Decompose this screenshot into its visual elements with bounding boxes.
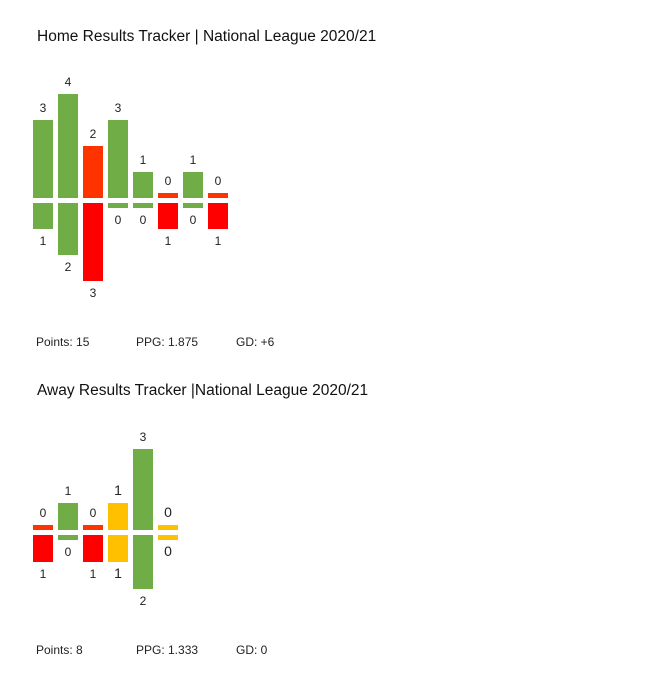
away-goals-against-label-5: 2 (140, 594, 147, 608)
home-goals-for-bar-4 (108, 120, 128, 198)
away-goals-against-bar-5 (133, 535, 153, 589)
home-goals-against-bar-2 (58, 203, 78, 255)
home-goals-for-bar-7 (183, 172, 203, 198)
home-goals-against-bar-4 (108, 203, 128, 208)
away-goals-for-bar-1 (33, 525, 53, 530)
away-points: Points: 8 (36, 643, 83, 657)
home-goals-for-bar-2 (58, 94, 78, 198)
home-goals-against-label-8: 1 (215, 234, 222, 248)
home-goals-against-bar-5 (133, 203, 153, 208)
home-goals-against-label-4: 0 (115, 213, 122, 227)
away-goals-for-label-6: 0 (164, 504, 172, 520)
home-goals-against-bar-8 (208, 203, 228, 229)
home-goals-against-bar-6 (158, 203, 178, 229)
home-goals-for-label-2: 4 (65, 75, 72, 89)
home-goals-for-bar-5 (133, 172, 153, 198)
away-goals-against-bar-3 (83, 535, 103, 562)
away-goals-for-bar-6 (158, 525, 178, 530)
home-goals-against-label-1: 1 (40, 234, 47, 248)
away-ppg: PPG: 1.333 (136, 643, 199, 657)
away-goals-for-label-1: 0 (40, 506, 47, 520)
away-goals-for-bar-2 (58, 503, 78, 530)
away-goals-for-bar-3 (83, 525, 103, 530)
away-goals-for-label-4: 1 (114, 482, 122, 498)
home-goals-against-label-2: 2 (65, 260, 72, 274)
home-points: Points: 15 (36, 335, 90, 349)
home-goals-for-label-8: 0 (215, 174, 222, 188)
home-goals-against-label-3: 3 (90, 286, 97, 300)
home-goals-for-label-7: 1 (190, 153, 197, 167)
away-goals-against-label-4: 1 (114, 565, 122, 581)
home-goals-for-label-3: 2 (90, 127, 97, 141)
away-goals-against-label-6: 0 (164, 543, 172, 559)
away-goals-against-label-2: 0 (65, 545, 72, 559)
away-goals-against-label-1: 1 (40, 567, 47, 581)
away-gd: GD: 0 (236, 643, 268, 657)
home-chart-title: Home Results Tracker | National League 2… (37, 28, 377, 45)
home-goals-for-bar-6 (158, 193, 178, 198)
home-goals-against-label-5: 0 (140, 213, 147, 227)
away-results-chart: 0 1 1 0 0 1 1 1 3 2 0 0 (33, 430, 178, 608)
away-goals-for-bar-4 (108, 503, 128, 530)
home-goals-for-bar-3 (83, 146, 103, 198)
home-goals-for-bar-1 (33, 120, 53, 198)
home-goals-against-label-7: 0 (190, 213, 197, 227)
away-goals-against-bar-4 (108, 535, 128, 562)
away-goals-against-bar-2 (58, 535, 78, 540)
away-goals-for-label-5: 3 (140, 430, 147, 444)
home-goals-for-bar-8 (208, 193, 228, 198)
away-goals-for-label-2: 1 (65, 484, 72, 498)
home-ppg: PPG: 1.875 (136, 335, 199, 349)
home-goals-against-bar-1 (33, 203, 53, 229)
home-results-chart: 3 1 4 2 2 3 3 0 1 0 0 1 1 0 0 1 (33, 75, 228, 300)
away-goals-for-label-3: 0 (90, 506, 97, 520)
away-goals-for-bar-5 (133, 449, 153, 530)
home-goals-for-label-6: 0 (165, 174, 172, 188)
home-goals-for-label-4: 3 (115, 101, 122, 115)
home-goals-for-label-5: 1 (140, 153, 147, 167)
home-goals-for-label-1: 3 (40, 101, 47, 115)
away-goals-against-bar-6 (158, 535, 178, 540)
away-chart-title: Away Results Tracker |National League 20… (37, 382, 369, 399)
home-goals-against-bar-3 (83, 203, 103, 281)
away-goals-against-bar-1 (33, 535, 53, 562)
home-goals-against-bar-7 (183, 203, 203, 208)
home-goals-against-label-6: 1 (165, 234, 172, 248)
home-gd: GD: +6 (236, 335, 275, 349)
away-goals-against-label-3: 1 (90, 567, 97, 581)
